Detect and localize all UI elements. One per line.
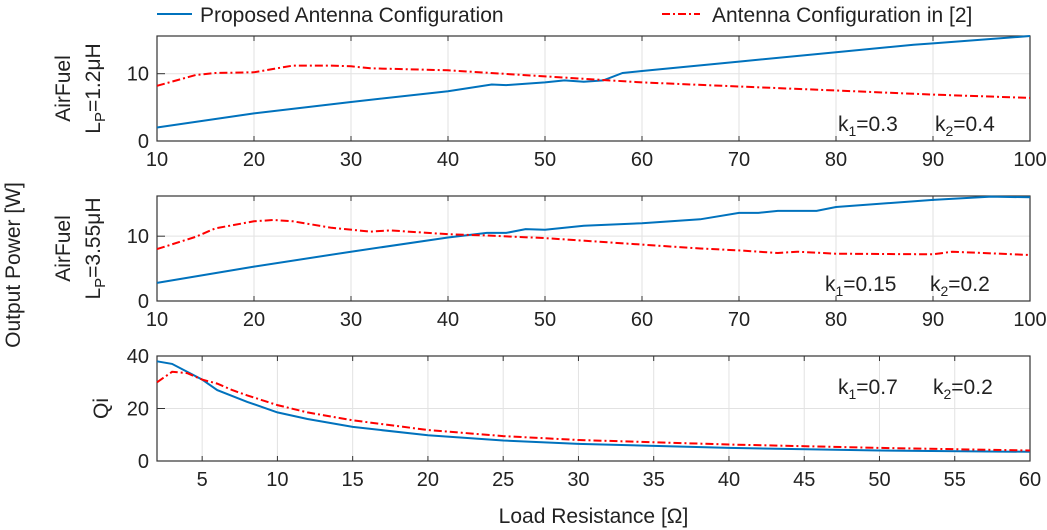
x-tick-label: 10 <box>146 149 168 171</box>
x-tick-label: 80 <box>825 309 847 331</box>
x-tick-label: 30 <box>567 469 589 491</box>
legend: Proposed Antenna Configuration Antenna C… <box>157 4 972 27</box>
y-tick-label: 10 <box>127 226 149 248</box>
y-tick-label: 20 <box>127 399 149 421</box>
x-tick-label: 100 <box>1013 149 1046 171</box>
x-tick-label: 5 <box>197 469 208 491</box>
y-tick-label: 10 <box>127 64 149 86</box>
x-tick-label: 25 <box>492 469 514 491</box>
axes-box <box>156 355 1031 462</box>
y-tick-label: 0 <box>138 131 149 153</box>
x-tick-label: 40 <box>437 309 459 331</box>
y-tick-label: 0 <box>138 451 149 473</box>
x-tick-label: 50 <box>534 149 556 171</box>
x-tick-label: 80 <box>825 149 847 171</box>
x-tick-label: 10 <box>146 309 168 331</box>
x-tick-label: 35 <box>643 469 665 491</box>
x-tick-label: 70 <box>728 149 750 171</box>
x-tick-label: 20 <box>243 149 265 171</box>
panel-y-label-line2: LP=3.55μH <box>82 197 109 299</box>
x-tick-label: 20 <box>243 309 265 331</box>
x-tick-label: 40 <box>437 149 459 171</box>
panel-y-label-line1: AirFuel <box>52 55 75 122</box>
x-tick-label: 30 <box>340 309 362 331</box>
y-tick-label: 40 <box>127 346 149 368</box>
k-annotation: k1=0.7 <box>838 376 898 402</box>
k-annotation: k2=0.4 <box>935 113 995 139</box>
common-y-label: Output Power [W] <box>2 182 25 348</box>
k-annotation: k1=0.3 <box>838 113 898 139</box>
x-tick-label: 90 <box>922 149 944 171</box>
series-line-reference <box>156 370 1031 452</box>
x-tick-label: 60 <box>1019 469 1041 491</box>
x-tick-label: 45 <box>793 469 815 491</box>
x-tick-label: 70 <box>728 309 750 331</box>
series-line-reference <box>156 64 1031 99</box>
x-tick-label: 60 <box>631 149 653 171</box>
panel-2: 10 20 30 40 50 60 70 80 90 100010AirFuelLP=3.55μH… <box>52 195 1047 331</box>
x-tick-label: 90 <box>922 309 944 331</box>
x-tick-label: 50 <box>868 469 890 491</box>
x-tick-label: 10 <box>266 469 288 491</box>
panel-1: 10 20 30 40 50 60 70 80 90 100010AirFuelLP=1.2μHk… <box>52 35 1047 171</box>
k-annotation: k2=0.2 <box>930 273 990 299</box>
panel-y-label-line2: LP=1.2μH <box>82 43 109 133</box>
panel-y-label-line1: AirFuel <box>52 215 75 282</box>
x-tick-label: 50 <box>534 309 556 331</box>
panel-y-label: Qi <box>90 398 113 419</box>
x-axis-label: Load Resistance [Ω] <box>499 505 689 528</box>
x-tick-label: 100 <box>1013 309 1046 331</box>
x-tick-label: 30 <box>340 149 362 171</box>
x-tick-label: 15 <box>342 469 364 491</box>
legend-label-ref: Antenna Configuration in [2] <box>712 4 972 27</box>
series-line-proposed <box>156 195 1031 284</box>
series-line-reference <box>156 218 1031 256</box>
x-tick-label: 60 <box>631 309 653 331</box>
x-tick-label: 55 <box>944 469 966 491</box>
legend-label-proposed: Proposed Antenna Configuration <box>200 4 504 27</box>
panel-3: 5 10 15 20 25 30 35 40 45 50 55 60 0 20 40 Qi k1=0.7 k2=0… <box>90 346 1041 528</box>
k-annotation: k1=0.15 <box>825 273 896 299</box>
y-tick-label: 0 <box>138 291 149 313</box>
k-annotation: k2=0.2 <box>933 376 993 402</box>
series-line-proposed <box>156 360 1031 453</box>
series-line-proposed <box>156 35 1031 129</box>
x-tick-label: 40 <box>718 469 740 491</box>
axes-box <box>156 35 1031 142</box>
axes-box <box>156 195 1031 302</box>
x-tick-label: 20 <box>417 469 439 491</box>
